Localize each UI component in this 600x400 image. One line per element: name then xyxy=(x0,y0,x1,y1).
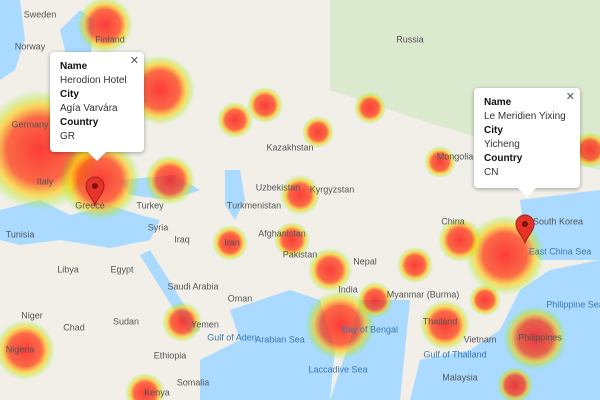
field-value: CN xyxy=(484,167,499,178)
place-label: Gulf of Aden xyxy=(207,332,257,342)
place-label: Norway xyxy=(15,41,46,51)
place-label: Somalia xyxy=(177,377,210,387)
place-label: Arabian Sea xyxy=(255,334,305,344)
heat-blob xyxy=(162,302,202,342)
place-label: Mongolia xyxy=(437,151,474,161)
place-label: Gulf of Thailand xyxy=(423,349,486,359)
heat-blob xyxy=(145,155,195,205)
place-label: Nepal xyxy=(353,256,377,266)
place-label: Turkey xyxy=(136,200,164,210)
place-label: Finland xyxy=(95,34,125,44)
place-label: Kenya xyxy=(144,387,170,397)
place-label: South Korea xyxy=(533,216,583,226)
place-label: Iran xyxy=(224,237,240,247)
heat-blob xyxy=(274,222,310,258)
field-label: Country xyxy=(60,117,99,128)
heat-blob xyxy=(503,306,567,370)
place-label: Kazakhstan xyxy=(266,142,313,152)
place-label: India xyxy=(338,284,358,294)
place-label: Philippines xyxy=(518,332,562,342)
place-label: Philippine Sea xyxy=(546,299,600,309)
place-label: Uzbekistan xyxy=(256,182,301,192)
heat-blob xyxy=(424,146,456,178)
place-label: Saudi Arabia xyxy=(167,281,218,291)
field-label: Name xyxy=(484,97,512,108)
marker-pin[interactable] xyxy=(85,176,105,207)
heat-blob xyxy=(469,284,501,316)
place-label: Germany xyxy=(11,119,49,129)
field-label: Country xyxy=(484,153,523,164)
place-label: Russia xyxy=(396,34,424,44)
heat-blob xyxy=(212,225,248,261)
place-label: Thailand xyxy=(423,316,458,326)
field-label: Name xyxy=(60,61,88,72)
place-label: Greece xyxy=(75,200,105,210)
place-label: Sudan xyxy=(113,316,139,326)
field-value: Herodion Hotel xyxy=(60,75,127,86)
place-labels: Sweden Finland Norway Russia Germany Italy Gre… xyxy=(6,9,600,397)
place-label: Sweden xyxy=(24,9,57,19)
place-label: Italy xyxy=(37,176,54,186)
heat-blob xyxy=(354,92,386,124)
heat-blob xyxy=(217,102,253,138)
heat-blob xyxy=(125,373,165,400)
marker xyxy=(85,176,105,207)
place-label: Ethiopia xyxy=(154,350,187,360)
marker xyxy=(515,214,535,245)
place-label: Iraq xyxy=(174,234,190,244)
close-button[interactable]: ✕ xyxy=(129,55,139,67)
place-label: Turkmenistan xyxy=(227,200,281,210)
heat-blob xyxy=(77,0,133,53)
heat-blob xyxy=(247,87,283,123)
place-label: Malaysia xyxy=(442,372,478,382)
heat-blob xyxy=(305,290,375,360)
place-label: Myanmar (Burma) xyxy=(387,289,460,299)
heat-blob xyxy=(302,116,334,148)
place-label: China xyxy=(441,216,465,226)
place-label: Laccadive Sea xyxy=(308,364,367,374)
place-label: Kyrgyzstan xyxy=(310,184,355,194)
marker-dot xyxy=(92,183,98,189)
field-value: Agía Varvára xyxy=(60,103,118,114)
field-value: GR xyxy=(60,131,75,142)
place-label: Pakistan xyxy=(283,249,318,259)
heat-blob xyxy=(280,175,320,215)
place-label: Tunisia xyxy=(6,229,35,239)
heat-blob xyxy=(497,367,533,400)
field-label: City xyxy=(484,125,503,136)
field-value: Le Meridien Yixing xyxy=(484,111,566,122)
place-label: Oman xyxy=(228,293,253,303)
heat-blob xyxy=(0,320,55,380)
place-label: Egypt xyxy=(110,264,134,274)
heat-blob xyxy=(397,247,433,283)
place-label: Yemen xyxy=(191,319,219,329)
heat-blob xyxy=(438,218,482,262)
place-label: Libya xyxy=(57,264,79,274)
heat-blob xyxy=(308,248,352,292)
place-label: Bay of Bengal xyxy=(342,324,398,334)
place-label: Nigeria xyxy=(6,344,35,354)
heat-blob xyxy=(420,300,470,350)
field-value: Yicheng xyxy=(484,139,520,150)
place-label: Syria xyxy=(148,222,169,232)
info-window: ✕ Name Le Meridien Yixing City Yicheng C… xyxy=(474,88,580,197)
place-label: Afghanistan xyxy=(258,228,306,238)
place-label: Vietnam xyxy=(464,334,497,344)
marker-pin[interactable] xyxy=(515,214,535,245)
place-label: Chad xyxy=(63,322,85,332)
place-label: Niger xyxy=(21,310,43,320)
heat-blob xyxy=(357,282,393,318)
place-label: East China Sea xyxy=(529,246,592,256)
field-label: City xyxy=(60,89,79,100)
info-window: ✕ Name Herodion Hotel City Agía Varvára … xyxy=(50,52,144,161)
marker-dot xyxy=(522,221,528,227)
close-button[interactable]: ✕ xyxy=(565,91,575,103)
